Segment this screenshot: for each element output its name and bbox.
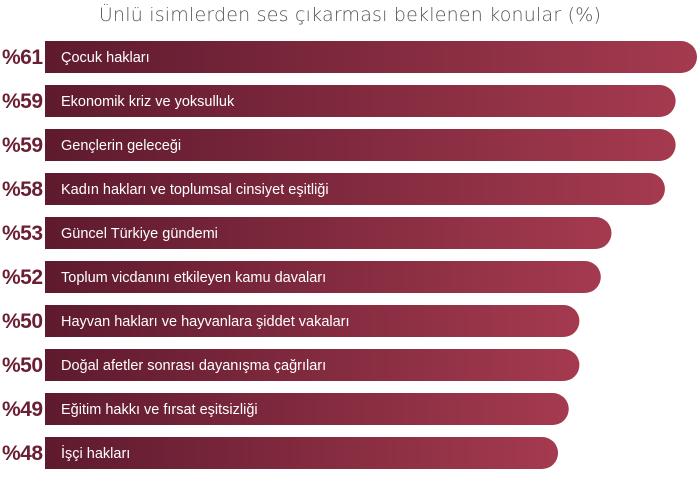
category-label-4: Kadın hakları ve toplumsal cinsiyet eşit… (61, 182, 329, 198)
value-label-6: %52 (2, 266, 43, 289)
value-label-4: %58 (2, 178, 43, 201)
bar-6 (45, 261, 601, 293)
value-label-5: %53 (2, 222, 43, 245)
bars-group: %61 Çocuk hakları %59 Ekonomik kriz ve yoks… (2, 41, 697, 469)
value-label-7: %50 (2, 310, 43, 333)
category-label-2: Ekonomik kriz ve yoksulluk (61, 94, 235, 110)
bar-10 (45, 437, 559, 469)
value-label-3: %59 (2, 134, 43, 157)
category-label-1: Çocuk hakları (61, 50, 150, 66)
category-label-6: Toplum vicdanını etkileyen kamu davaları (61, 270, 326, 286)
bar-2 (45, 85, 676, 117)
value-label-10: %48 (2, 442, 43, 465)
category-label-10: İşçi hakları (61, 444, 130, 462)
bar-8 (45, 349, 580, 381)
category-label-5: Güncel Türkiye gündemi (61, 226, 218, 242)
value-label-8: %50 (2, 354, 43, 377)
value-label-1: %61 (2, 46, 43, 69)
category-label-9: Eğitim hakkı ve fırsat eşitsizliği (61, 402, 258, 418)
value-label-2: %59 (2, 90, 43, 113)
bar-4 (45, 173, 665, 205)
chart-title: Ünlü isimlerden ses çıkarması beklenen k… (98, 4, 602, 26)
category-label-7: Hayvan hakları ve hayvanlara şiddet vaka… (61, 314, 350, 330)
value-label-9: %49 (2, 398, 43, 421)
category-label-3: Gençlerin geleceği (61, 138, 181, 154)
bar-5 (45, 217, 612, 249)
category-label-8: Doğal afetler sonrası dayanışma çağrılar… (61, 358, 326, 374)
bar-3 (45, 129, 676, 161)
bar-7 (45, 305, 580, 337)
bar-1 (45, 41, 697, 73)
bar-9 (45, 393, 569, 425)
